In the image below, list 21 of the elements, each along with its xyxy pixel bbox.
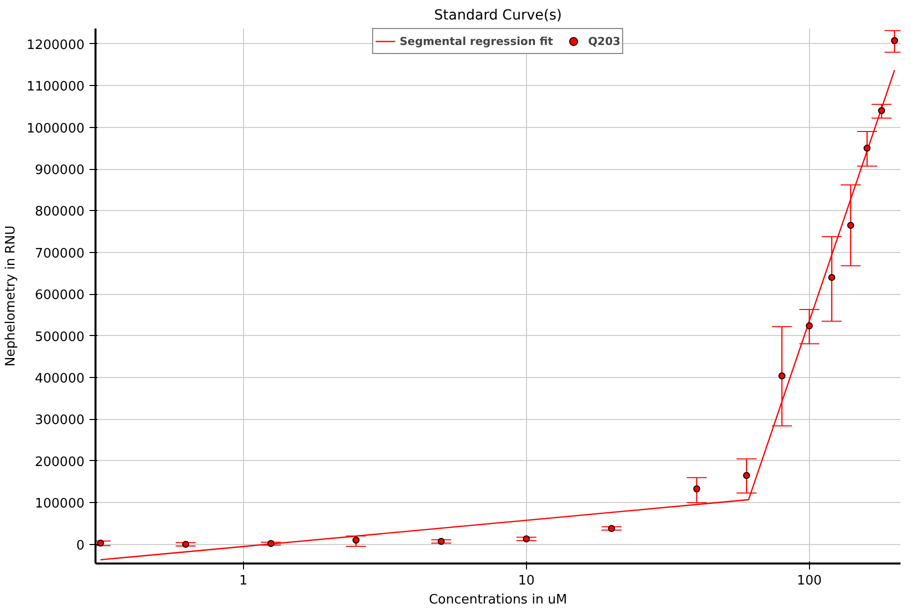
y-tick-label: 100000 bbox=[34, 496, 85, 512]
chart-title: Standard Curve(s) bbox=[434, 8, 562, 24]
x-tick-label: 1 bbox=[239, 574, 248, 588]
y-tick-label: 500000 bbox=[34, 330, 85, 345]
x-axis-title: Concentrations in uM bbox=[428, 592, 568, 608]
y-tick-label: 1000000 bbox=[26, 121, 85, 136]
y-tick-label: 400000 bbox=[34, 372, 85, 387]
y-tick-label: 300000 bbox=[34, 413, 85, 428]
legend-label: Segmental regression fit bbox=[400, 34, 554, 48]
y-tick-label: 0 bbox=[76, 538, 85, 554]
x-tick-label: 100 bbox=[796, 574, 822, 588]
y-tick-label: 600000 bbox=[34, 288, 85, 304]
y-tick-label: 1200000 bbox=[26, 38, 85, 53]
y-tick-label: 800000 bbox=[34, 204, 85, 220]
y-tick-label: 200000 bbox=[34, 454, 85, 470]
y-tick-label: 1100000 bbox=[26, 80, 85, 95]
y-axis-title: Nephelometry in RNU bbox=[4, 226, 19, 366]
legend-label: Q203 bbox=[588, 34, 620, 48]
y-tick-label: 900000 bbox=[34, 163, 85, 178]
y-tick-label: 700000 bbox=[34, 246, 85, 262]
x-tick-label: 10 bbox=[518, 574, 535, 588]
